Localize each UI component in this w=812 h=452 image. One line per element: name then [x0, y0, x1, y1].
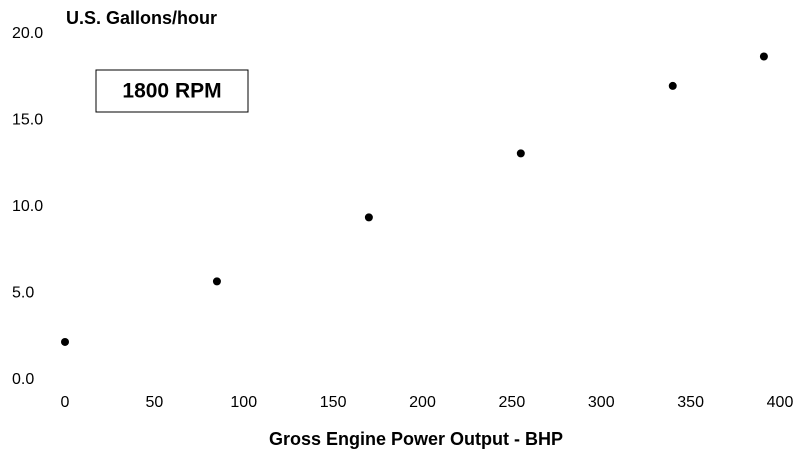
- y-tick-label: 15.0: [12, 112, 43, 129]
- x-axis-title: Gross Engine Power Output - BHP: [269, 429, 563, 449]
- y-axis-title: U.S. Gallons/hour: [66, 8, 217, 28]
- point: [668, 81, 677, 90]
- point: [759, 52, 768, 61]
- x-tick-label: 50: [145, 394, 163, 411]
- x-tick-label: 300: [588, 394, 615, 411]
- x-tick-label: 0: [61, 394, 70, 411]
- x-tick-label: 150: [320, 394, 347, 411]
- point: [364, 213, 373, 222]
- point: [61, 337, 69, 346]
- y-tick-label: 5.0: [12, 285, 34, 302]
- x-tick-label: 400: [767, 394, 794, 411]
- y-tick-label: 0.0: [12, 371, 34, 388]
- annotation: 1800 RPM: [122, 80, 221, 103]
- point: [212, 277, 221, 286]
- annotation-box: [95, 69, 249, 113]
- y-tick-label: 10.0: [12, 198, 43, 215]
- point: [516, 149, 525, 158]
- x-tick-label: 200: [409, 394, 436, 411]
- y-tick-label: 20.0: [12, 25, 43, 42]
- x-tick-label: 250: [499, 394, 526, 411]
- x-tick-label: 100: [230, 394, 257, 411]
- x-tick-label: 350: [677, 394, 704, 411]
